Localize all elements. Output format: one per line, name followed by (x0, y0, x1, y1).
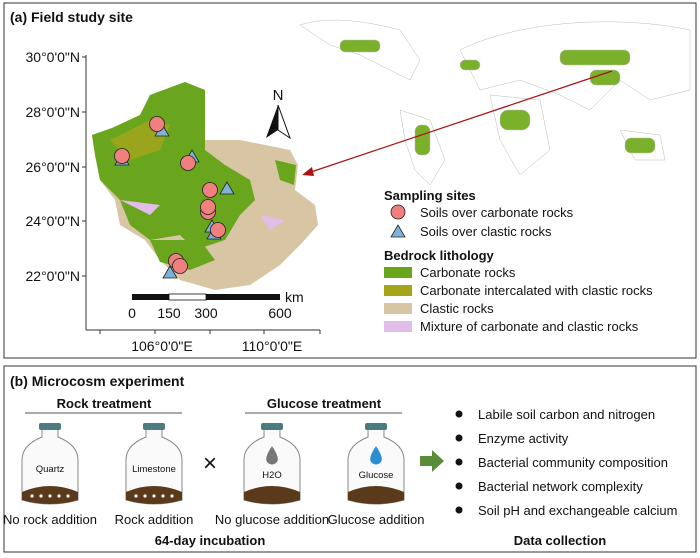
jar: Quartz No rock addition (3, 423, 97, 527)
y-tick-label: 30°0'0"N (26, 49, 81, 65)
list-item: Enzyme activity (478, 431, 569, 446)
jar: H2O No glucose addition (215, 423, 329, 527)
y-tick-label: 22°0'0"N (26, 268, 81, 284)
jar: Glucose Glucose addition (328, 423, 425, 527)
north-arrow-icon: N (266, 87, 291, 140)
soil (348, 486, 404, 504)
glucose-drop-icon (370, 446, 382, 465)
world-map (299, 19, 691, 186)
legend-label: Carbonate intercalated with clastic rock… (420, 283, 653, 298)
site-carbonate (210, 222, 226, 238)
panel-b-frame (3, 365, 697, 553)
jar: Limestone Rock addition (115, 423, 194, 527)
rock-particle (39, 494, 43, 498)
legend-swatch (384, 321, 412, 332)
legend-lithology-title: Bedrock lithology (384, 248, 495, 263)
jar-label: Limestone (132, 464, 176, 475)
jar-caption: Glucose addition (328, 512, 425, 527)
jar-label: H2O (262, 470, 282, 481)
site-carbonate (114, 148, 130, 164)
data-collection-title: Data collection (514, 533, 607, 548)
scale-unit: km (285, 289, 304, 305)
scale-bar: km 0 150 300 600 (128, 289, 304, 321)
x-tick-label: 106°0'0"E (131, 338, 193, 354)
jar-lid (143, 423, 165, 430)
y-tick-label: 28°0'0"N (26, 104, 81, 120)
jar-lid (261, 423, 283, 430)
legend-label: Carbonate rocks (420, 265, 516, 280)
jar-lid (39, 423, 61, 430)
cross-symbol: × (203, 450, 217, 477)
legend-label: Soils over clastic rocks (420, 224, 552, 239)
rock-treatment-heading: Rock treatment (57, 396, 152, 411)
legend-swatch (384, 285, 412, 296)
sampling-sites (114, 116, 235, 279)
list-item: Labile soil carbon and nitrogen (478, 407, 655, 422)
rock-particle (134, 494, 138, 498)
legend-swatch (384, 303, 412, 314)
scale-label: 600 (268, 305, 292, 321)
legend-label: Mixture of carbonate and clastic rocks (420, 319, 639, 334)
rock-particle (170, 494, 174, 498)
list-item: Bacterial community composition (478, 455, 668, 470)
soil (244, 486, 300, 504)
rock-particle (161, 494, 165, 498)
site-carbonate (200, 199, 216, 215)
site-carbonate (202, 182, 218, 198)
jar-caption: No rock addition (3, 512, 97, 527)
data-collection-list: Labile soil carbon and nitrogen Enzyme a… (455, 407, 677, 518)
jar-label: Quartz (36, 464, 65, 475)
list-item: Bacterial network complexity (478, 479, 643, 494)
water-drop-icon (266, 446, 278, 465)
legend-circle-marker (390, 204, 406, 220)
legend: Sampling sites Soils over carbonate rock… (384, 188, 653, 334)
legend-swatch (384, 267, 412, 278)
right-arrow-icon (420, 450, 444, 472)
rock-particle (57, 494, 61, 498)
panel-a-title: (a) Field study site (10, 9, 133, 25)
rock-particle (30, 494, 34, 498)
scale-label: 300 (194, 305, 218, 321)
site-clastic (162, 265, 178, 279)
scale-label: 0 (128, 305, 136, 321)
incubation-label: 64-day incubation (155, 533, 266, 548)
site-carbonate (149, 116, 165, 132)
legend-label: Clastic rocks (420, 301, 494, 316)
glucose-treatment-heading: Glucose treatment (267, 396, 382, 411)
scale-label: 150 (157, 305, 181, 321)
rock-particle (48, 494, 52, 498)
jar-caption: No glucose addition (215, 512, 329, 527)
legend-label: Soils over carbonate rocks (420, 205, 574, 220)
rock-particle (66, 494, 70, 498)
panel-b-title: (b) Microcosm experiment (10, 373, 185, 389)
location-arrow (307, 70, 613, 174)
jar-label: Glucose (359, 470, 394, 481)
site-carbonate (172, 258, 188, 274)
north-label: N (273, 87, 284, 104)
legend-sites-title: Sampling sites (384, 188, 476, 203)
rock-particle (143, 494, 147, 498)
site-carbonate (180, 155, 196, 171)
y-tick-label: 26°0'0"N (26, 159, 81, 175)
site-clastic (219, 181, 235, 195)
arrow-head (302, 167, 314, 176)
y-tick-label: 24°0'0"N (26, 213, 81, 229)
legend-triangle-marker (390, 224, 406, 238)
map-axes (82, 55, 321, 334)
jar-lid (365, 423, 387, 430)
x-tick-label: 110°0'0"E (242, 338, 302, 354)
jar-caption: Rock addition (115, 512, 194, 527)
rock-particle (152, 494, 156, 498)
list-item: Soil pH and exchangeable calcium (478, 503, 677, 518)
panel-a-frame (3, 2, 697, 359)
